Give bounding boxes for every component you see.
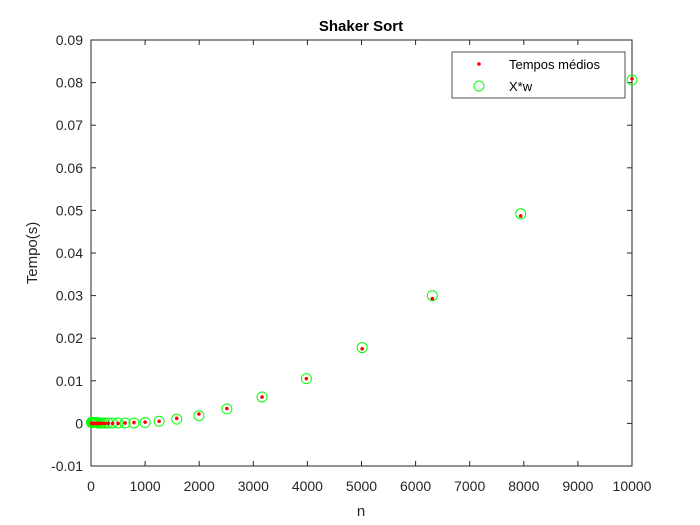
legend-marker-tempos-medios <box>477 62 481 66</box>
y-tick-label: 0.03 <box>56 288 83 304</box>
tempo-medio-point <box>116 421 120 426</box>
xw-point <box>515 208 527 220</box>
xw-point <box>221 403 233 415</box>
x-tick-label: 6000 <box>400 478 431 494</box>
legend-label-xw: X*w <box>509 79 533 94</box>
y-tick-label: 0.09 <box>56 32 83 48</box>
tempo-medio-point <box>225 406 229 411</box>
x-axis-label: n <box>357 503 365 520</box>
x-tick-label: 1000 <box>130 478 161 494</box>
tempo-medio-point <box>174 416 179 421</box>
tempo-medio-point <box>123 421 127 425</box>
tempo-medio-point <box>360 347 364 351</box>
y-tick-label: 0.08 <box>56 75 83 91</box>
y-tick-label: 0.05 <box>56 202 83 218</box>
y-tick-label: 0.06 <box>56 160 83 176</box>
tempo-medio-point <box>100 421 104 426</box>
tempo-medio-point <box>304 376 309 381</box>
tempo-medio-point <box>102 421 107 426</box>
y-axis-ticks: -0.01 0 0.01 0.02 0.03 0.04 0.05 0.06 0.07 0.08 0.… <box>51 32 632 474</box>
tempo-medio-point <box>518 214 523 218</box>
legend-box <box>451 51 626 99</box>
xw-point <box>119 417 131 429</box>
xw-point <box>139 417 151 429</box>
x-tick-label: 3000 <box>238 478 269 494</box>
tempo-medio-point <box>106 421 110 426</box>
y-tick-label: 0.07 <box>56 117 83 133</box>
xw-point <box>153 415 165 427</box>
y-tick-label: 0 <box>75 415 83 431</box>
xw-point <box>356 342 368 354</box>
x-tick-label: 0 <box>87 478 95 494</box>
y-tick-label: -0.01 <box>51 458 83 474</box>
xw-point <box>171 413 183 425</box>
x-tick-label: 8000 <box>508 478 539 494</box>
x-tick-label: 7000 <box>454 478 485 494</box>
chart-title: Shaker Sort <box>319 18 403 35</box>
xw-point <box>193 410 205 422</box>
tempo-medio-point <box>260 395 264 399</box>
tempo-medio-point <box>110 421 115 426</box>
tempo-medio-point <box>132 420 136 425</box>
legend: Tempos médios X*w <box>451 51 626 99</box>
x-tick-label: 5000 <box>346 478 377 494</box>
tempo-medio-point <box>630 76 634 81</box>
tempo-medio-point <box>143 420 147 424</box>
legend-label-tempos-medios: Tempos médios <box>509 57 601 72</box>
y-tick-label: 0.01 <box>56 373 83 389</box>
x-tick-label: 4000 <box>292 478 323 494</box>
tempo-medio-point <box>197 412 201 416</box>
xw-point <box>426 290 438 302</box>
xw-point <box>256 391 268 403</box>
xw-point <box>626 74 638 86</box>
series-layer <box>86 74 638 429</box>
y-tick-label: 0.02 <box>56 330 83 346</box>
x-tick-label: 10000 <box>613 478 652 494</box>
x-tick-label: 2000 <box>184 478 215 494</box>
tempo-medio-point <box>430 296 435 301</box>
y-axis-label: Tempo(s) <box>24 222 41 285</box>
xw-point <box>128 417 140 429</box>
tempo-medio-point <box>157 419 161 424</box>
y-tick-label: 0.04 <box>56 245 83 261</box>
xw-point <box>300 373 312 385</box>
series-tempos-medios <box>89 76 634 426</box>
x-axis-ticks: 0 1000 2000 3000 4000 5000 6000 7000 8000 9000 100… <box>87 40 652 494</box>
x-tick-label: 9000 <box>562 478 593 494</box>
plot-area <box>90 39 633 467</box>
legend-marker-xw <box>473 80 485 92</box>
